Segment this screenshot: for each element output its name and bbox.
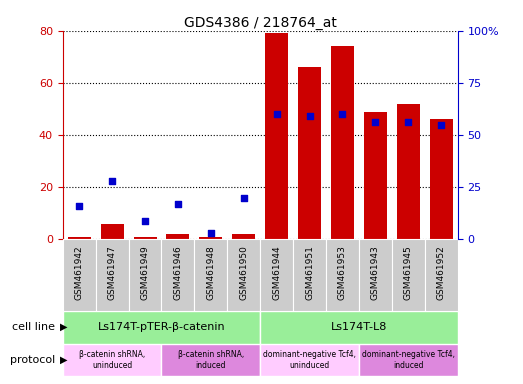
Text: β-catenin shRNA,
induced: β-catenin shRNA, induced	[178, 350, 244, 370]
Bar	[326, 239, 359, 311]
Text: ▶: ▶	[60, 322, 67, 332]
Text: protocol: protocol	[9, 355, 55, 365]
Bar	[228, 239, 260, 311]
Text: GSM461949: GSM461949	[141, 245, 150, 300]
Text: Ls174T-pTER-β-catenin: Ls174T-pTER-β-catenin	[98, 322, 225, 332]
Point	[338, 111, 347, 117]
Bar	[166, 234, 189, 239]
Bar	[63, 239, 96, 311]
Bar	[298, 67, 321, 239]
Bar	[359, 344, 458, 376]
Bar	[397, 104, 420, 239]
Point	[141, 217, 149, 223]
Point	[437, 121, 446, 127]
Bar	[195, 239, 228, 311]
Bar	[260, 311, 458, 344]
Bar	[162, 239, 195, 311]
Bar	[430, 119, 453, 239]
Point	[207, 230, 215, 236]
Bar	[265, 33, 288, 239]
Point	[272, 111, 281, 117]
Bar	[100, 223, 123, 239]
Bar	[392, 239, 425, 311]
Point	[371, 119, 380, 126]
Text: GSM461943: GSM461943	[371, 245, 380, 300]
Text: GSM461953: GSM461953	[338, 245, 347, 300]
Text: ▶: ▶	[60, 355, 67, 365]
Text: GSM461951: GSM461951	[305, 245, 314, 300]
Text: GSM461946: GSM461946	[174, 245, 183, 300]
Point	[240, 194, 248, 200]
Bar	[425, 239, 458, 311]
Text: GSM461950: GSM461950	[239, 245, 248, 300]
Text: Ls174T-L8: Ls174T-L8	[331, 322, 387, 332]
Bar	[63, 311, 260, 344]
Text: dominant-negative Tcf4,
uninduced: dominant-negative Tcf4, uninduced	[263, 350, 356, 370]
Text: GSM461945: GSM461945	[404, 245, 413, 300]
Text: GSM461952: GSM461952	[437, 245, 446, 300]
Text: GSM461947: GSM461947	[108, 245, 117, 300]
Text: β-catenin shRNA,
uninduced: β-catenin shRNA, uninduced	[79, 350, 145, 370]
Text: dominant-negative Tcf4,
induced: dominant-negative Tcf4, induced	[362, 350, 455, 370]
Bar	[359, 239, 392, 311]
Bar	[232, 234, 255, 239]
Text: GSM461944: GSM461944	[272, 245, 281, 300]
Bar	[260, 239, 293, 311]
Bar	[63, 344, 162, 376]
Bar	[129, 239, 162, 311]
Bar	[260, 344, 359, 376]
Bar	[364, 111, 387, 239]
Bar	[199, 237, 222, 239]
Point	[404, 119, 413, 126]
Bar	[331, 46, 354, 239]
Title: GDS4386 / 218764_at: GDS4386 / 218764_at	[184, 16, 337, 30]
Point	[75, 203, 83, 209]
Text: GSM461948: GSM461948	[207, 245, 215, 300]
Bar	[133, 237, 156, 239]
Bar	[293, 239, 326, 311]
Point	[174, 201, 182, 207]
Point	[305, 113, 314, 119]
Point	[108, 178, 116, 184]
Bar	[67, 237, 90, 239]
Bar	[162, 344, 260, 376]
Bar	[96, 239, 129, 311]
Text: GSM461942: GSM461942	[75, 245, 84, 300]
Text: cell line: cell line	[12, 322, 55, 332]
